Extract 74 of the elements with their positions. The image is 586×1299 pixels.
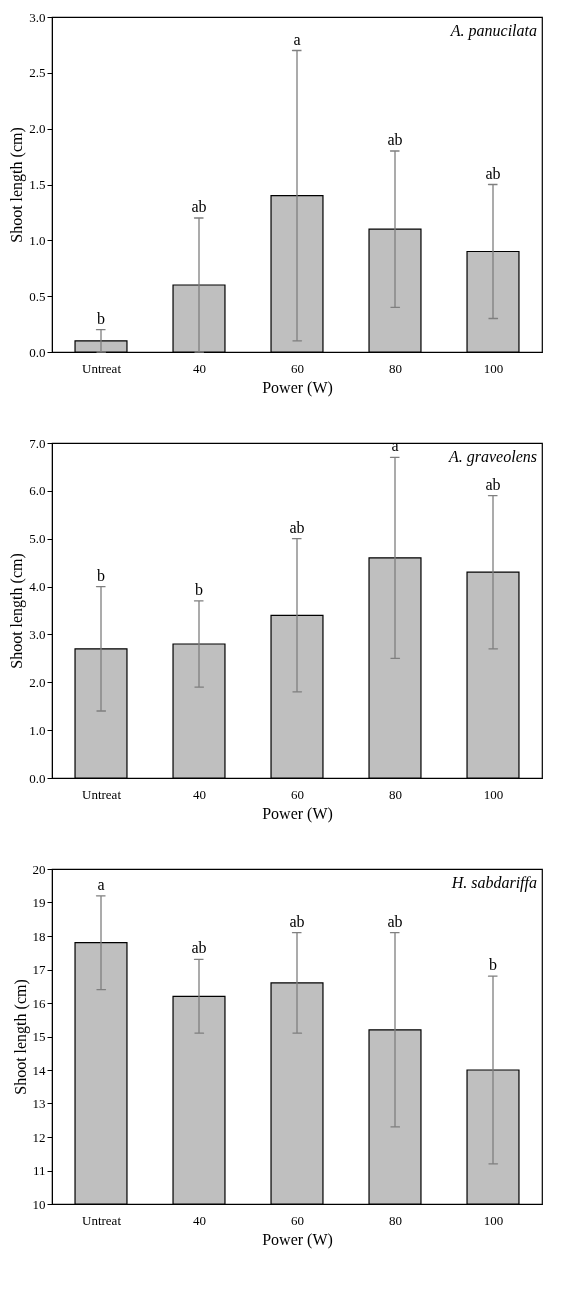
x-tick-label: 80 <box>389 786 402 802</box>
y-axis-title: Shoot length (cm) <box>11 979 30 1095</box>
y-tick-label: 19 <box>32 895 46 910</box>
y-tick-label: 11 <box>32 1163 46 1178</box>
y-tick-label: 14 <box>32 1062 46 1078</box>
y-tick-label: 3.0 <box>29 9 46 25</box>
y-tick-label: 17 <box>32 962 46 977</box>
bar <box>74 648 128 779</box>
y-tick-label: 0.0 <box>29 770 46 786</box>
x-axis-title: Power (W) <box>262 1230 333 1249</box>
x-tick-label: Untreat <box>82 360 122 376</box>
x-tick-label: 100 <box>483 1212 504 1228</box>
x-tick-label: 40 <box>193 360 206 376</box>
x-axis-title: Power (W) <box>262 378 333 397</box>
x-tick-label: 60 <box>291 1212 304 1228</box>
y-tick-label: 7.0 <box>29 435 46 451</box>
y-tick-label: 5.0 <box>29 531 46 547</box>
x-tick-label: Untreat <box>82 786 122 802</box>
x-tick-label: 60 <box>291 786 304 802</box>
bar <box>466 250 520 353</box>
bar <box>270 195 324 353</box>
annotation: ab <box>387 912 403 930</box>
bar <box>172 284 226 353</box>
x-tick-label: 80 <box>389 1212 402 1228</box>
x-tick-label: 40 <box>193 1212 206 1228</box>
x-tick-label: 100 <box>483 360 504 376</box>
bar <box>172 643 226 779</box>
annotation: ab <box>289 912 305 930</box>
annotation: A. graveolens <box>448 448 537 466</box>
y-tick-label: 3.0 <box>29 626 46 642</box>
annotation: b <box>489 956 497 974</box>
bar <box>368 557 422 779</box>
y-tick-label: 13 <box>32 1096 46 1111</box>
bar <box>74 340 128 353</box>
y-tick-label: 12 <box>32 1129 46 1145</box>
bar <box>368 228 422 353</box>
y-tick-label: 18 <box>32 928 46 944</box>
annotation: b <box>97 566 105 584</box>
y-tick-label: 10 <box>32 1196 46 1212</box>
x-tick-label: 100 <box>483 786 504 802</box>
annotation: ab <box>485 164 501 182</box>
annotation: a <box>293 30 301 48</box>
annotation: A. panucilata <box>449 22 537 40</box>
bar <box>270 614 324 779</box>
y-tick-label: 16 <box>32 995 46 1011</box>
annotation: ab <box>289 518 305 536</box>
annotation: b <box>97 309 105 327</box>
x-tick-label: 80 <box>389 360 402 376</box>
annotation: ab <box>485 475 501 493</box>
x-tick-label: 60 <box>291 360 304 376</box>
annotation: ab <box>387 131 403 148</box>
y-tick-label: 2.0 <box>29 121 46 137</box>
annotation: H. sabdariffa <box>450 874 537 892</box>
y-tick-label: 20 <box>32 861 46 877</box>
y-tick-label: 15 <box>32 1029 46 1044</box>
y-tick-label: 0.5 <box>29 288 46 304</box>
y-tick-label: 6.0 <box>29 483 46 499</box>
y-tick-label: 2.0 <box>29 674 46 690</box>
y-tick-label: 0.0 <box>29 344 46 360</box>
annotation: ab <box>191 198 207 215</box>
annotation: ab <box>191 939 207 957</box>
x-tick-label: Untreat <box>82 1212 122 1228</box>
x-tick-label: 40 <box>193 786 206 802</box>
bar <box>466 571 520 779</box>
y-tick-label: 1.0 <box>29 232 46 248</box>
annotation: a <box>97 875 105 893</box>
y-axis-title: Shoot length (cm) <box>8 127 27 243</box>
y-tick-label: 1.0 <box>29 722 46 738</box>
y-axis-title: Shoot length (cm) <box>8 553 27 669</box>
y-tick-label: 4.0 <box>29 579 46 595</box>
annotation: b <box>195 580 203 598</box>
x-axis-title: Power (W) <box>262 804 333 823</box>
y-tick-label: 1.5 <box>29 177 46 192</box>
y-tick-label: 2.5 <box>29 65 46 81</box>
